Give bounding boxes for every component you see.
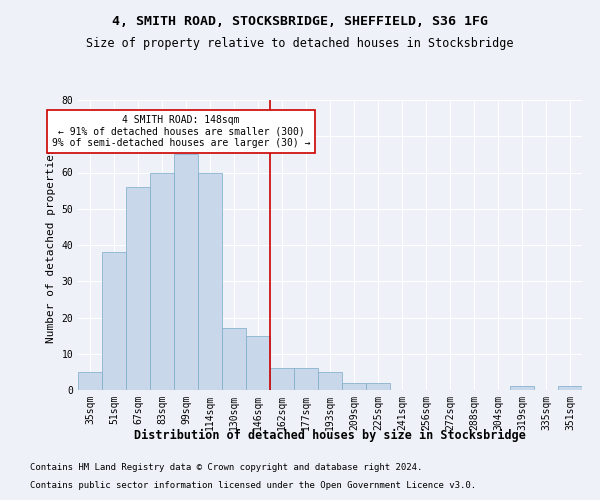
- Y-axis label: Number of detached properties: Number of detached properties: [46, 147, 56, 343]
- Bar: [510, 386, 534, 390]
- Text: Distribution of detached houses by size in Stocksbridge: Distribution of detached houses by size …: [134, 428, 526, 442]
- Bar: [198, 172, 222, 390]
- Text: Size of property relative to detached houses in Stocksbridge: Size of property relative to detached ho…: [86, 38, 514, 51]
- Bar: [78, 372, 102, 390]
- Bar: [102, 252, 126, 390]
- Bar: [558, 386, 582, 390]
- Text: 4 SMITH ROAD: 148sqm
← 91% of detached houses are smaller (300)
9% of semi-detac: 4 SMITH ROAD: 148sqm ← 91% of detached h…: [52, 114, 310, 148]
- Bar: [342, 383, 366, 390]
- Text: Contains public sector information licensed under the Open Government Licence v3: Contains public sector information licen…: [30, 481, 476, 490]
- Bar: [150, 172, 174, 390]
- Bar: [318, 372, 342, 390]
- Bar: [366, 383, 390, 390]
- Bar: [126, 187, 150, 390]
- Bar: [270, 368, 294, 390]
- Bar: [246, 336, 270, 390]
- Text: 4, SMITH ROAD, STOCKSBRIDGE, SHEFFIELD, S36 1FG: 4, SMITH ROAD, STOCKSBRIDGE, SHEFFIELD, …: [112, 15, 488, 28]
- Bar: [174, 154, 198, 390]
- Bar: [294, 368, 318, 390]
- Bar: [222, 328, 246, 390]
- Text: Contains HM Land Registry data © Crown copyright and database right 2024.: Contains HM Land Registry data © Crown c…: [30, 464, 422, 472]
